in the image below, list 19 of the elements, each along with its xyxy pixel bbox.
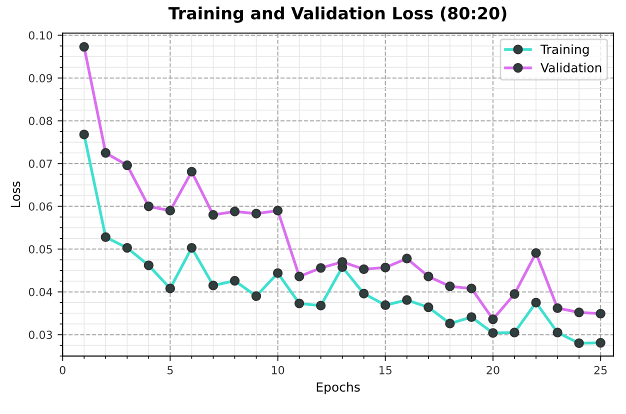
legend-label: Validation (540, 62, 602, 72)
y-tick-label: 0.03 (28, 330, 52, 340)
y-tick-label: 0.07 (28, 160, 52, 168)
x-tick-label: 5 (168, 366, 173, 374)
y-tick-label: 0.09 (28, 74, 52, 82)
x-axis-title: Epochs (316, 382, 360, 394)
y-tick-label: 0.06 (28, 202, 52, 211)
x-tick-label: 20 (486, 366, 500, 374)
x-tick-label: 25 (594, 366, 607, 374)
y-tick-label: 0.08 (28, 116, 52, 126)
x-tick-label: 0 (60, 366, 66, 374)
y-axis-title: Loss (10, 181, 20, 208)
y-tick-label: 0.10 (28, 31, 52, 40)
chart-title: Training and Validation Loss (80:20) (168, 6, 506, 23)
x-tick-label: 10 (272, 366, 284, 374)
y-tick-label: 0.05 (28, 245, 52, 254)
x-tick-label: 15 (380, 366, 392, 374)
legend-label: Training (540, 44, 589, 56)
y-tick-label: 0.04 (28, 288, 52, 296)
